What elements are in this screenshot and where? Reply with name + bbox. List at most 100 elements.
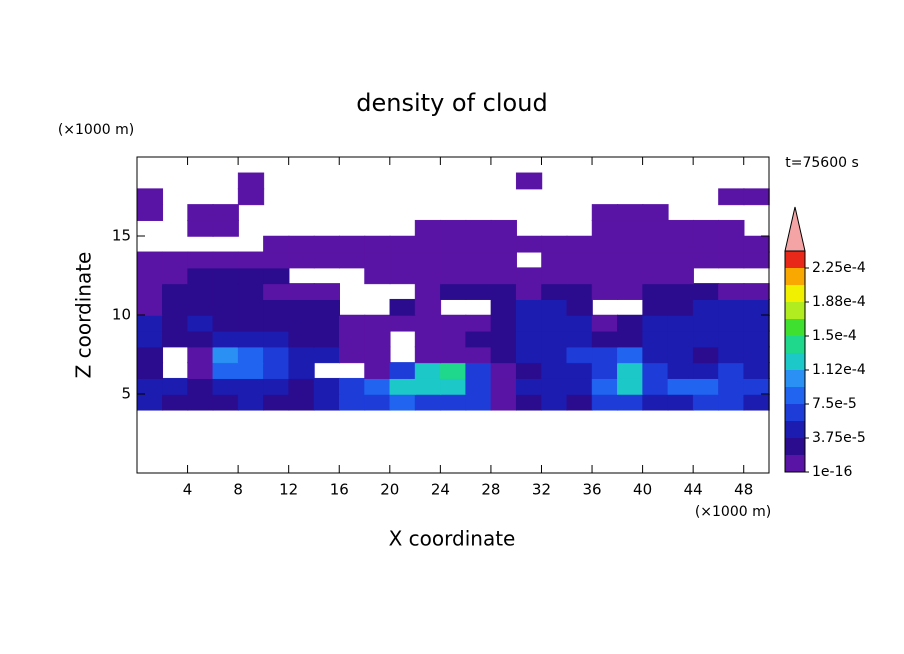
contour-cell	[187, 204, 214, 221]
contour-cell	[465, 235, 492, 253]
x-tick-label: 48	[734, 481, 753, 499]
contour-cell	[566, 235, 593, 253]
y-unit: (×1000 m)	[58, 122, 134, 138]
x-tick-label: 24	[431, 481, 450, 499]
x-tick-label: 12	[279, 481, 298, 499]
x-tick-label: 16	[330, 481, 349, 499]
contour-cell	[338, 393, 366, 411]
contour-cell	[642, 235, 669, 253]
contour-cell	[414, 298, 442, 316]
contour-cell	[465, 314, 492, 332]
colorbar-tick-label: 1.88e-4	[812, 294, 866, 310]
contour-cell	[692, 330, 720, 348]
contour-cell	[465, 330, 492, 348]
contour-cell	[187, 219, 214, 237]
contour-cell	[692, 377, 720, 395]
contour-cell	[389, 298, 416, 316]
contour-cell	[440, 267, 467, 285]
contour-cell	[591, 219, 619, 237]
contour-cell	[136, 251, 164, 269]
contour-cell	[414, 346, 442, 364]
contour-cell	[743, 188, 770, 206]
contour-cell	[389, 393, 416, 411]
contour-cell	[642, 393, 669, 411]
contour-cell	[465, 393, 492, 411]
contour-cell	[414, 314, 442, 332]
contour-cell	[490, 393, 517, 411]
colorbar-band	[785, 302, 805, 319]
y-tick-label: 15	[112, 227, 131, 245]
contour-cell	[440, 251, 467, 269]
contour-cell	[718, 314, 745, 332]
contour-cell	[667, 251, 694, 269]
contour-cell	[237, 172, 265, 190]
contour-cell	[389, 314, 416, 332]
contour-cell	[136, 188, 164, 206]
contour-cell	[288, 298, 315, 316]
contour-cell	[566, 330, 593, 348]
contour-cell	[237, 298, 265, 316]
contour-cell	[187, 393, 214, 411]
contour-cell	[591, 314, 619, 332]
colorbar-band	[785, 370, 805, 387]
contour-cell	[667, 393, 694, 411]
contour-cell	[364, 235, 391, 253]
contour-cell	[490, 314, 517, 332]
contour-cell	[490, 330, 517, 348]
colorbar-extension	[784, 206, 806, 252]
contour-cell	[313, 314, 340, 332]
contour-cell	[591, 267, 619, 285]
contour-cell	[263, 314, 290, 332]
contour-cell	[237, 362, 265, 379]
colorbar-band	[785, 251, 805, 268]
contour-cell	[642, 219, 669, 237]
contour-cell	[187, 362, 214, 379]
contour-cell	[237, 267, 265, 285]
contour-cell	[465, 251, 492, 269]
contour-cell	[743, 283, 770, 300]
contour-cell	[212, 314, 239, 332]
contour-cell	[642, 362, 669, 379]
contour-cell	[187, 267, 214, 285]
contour-cell	[364, 346, 391, 364]
contour-cell	[490, 377, 517, 395]
contour-cell	[364, 267, 391, 285]
contour-cell	[263, 330, 290, 348]
contour-cell	[718, 393, 745, 411]
contour-cell	[465, 283, 492, 300]
contour-cell	[212, 377, 239, 395]
x-tick-label: 36	[582, 481, 601, 499]
contour-cell	[642, 377, 669, 395]
contour-cell	[667, 362, 694, 379]
contour-cell	[541, 377, 568, 395]
contour-cell	[136, 267, 164, 285]
contour-cell	[667, 298, 694, 316]
colorbar-tick-label: 2.25e-4	[812, 260, 866, 276]
contour-cell	[515, 393, 543, 411]
contour-cell	[490, 235, 517, 253]
contour-cell	[212, 330, 239, 348]
contour-field	[136, 172, 770, 411]
contour-cell	[136, 346, 164, 364]
contour-cell	[566, 362, 593, 379]
contour-cell	[187, 298, 214, 316]
contour-cell	[667, 283, 694, 300]
contour-cell	[617, 314, 644, 332]
contour-cell	[364, 251, 391, 269]
contour-cell	[692, 346, 720, 364]
contour-cell	[743, 377, 770, 395]
contour-cell	[212, 298, 239, 316]
contour-cell	[515, 283, 543, 300]
contour-cell	[136, 362, 164, 379]
colorbar-band	[785, 404, 805, 421]
contour-cell	[338, 346, 366, 364]
contour-cell	[642, 251, 669, 269]
contour-cell	[541, 346, 568, 364]
time-annotation: t=75600 s	[785, 155, 859, 171]
contour-cell	[364, 330, 391, 348]
contour-cell	[617, 204, 644, 221]
contour-cell	[465, 377, 492, 395]
contour-cell	[692, 393, 720, 411]
contour-cell	[263, 377, 290, 395]
contour-cell	[212, 251, 239, 269]
